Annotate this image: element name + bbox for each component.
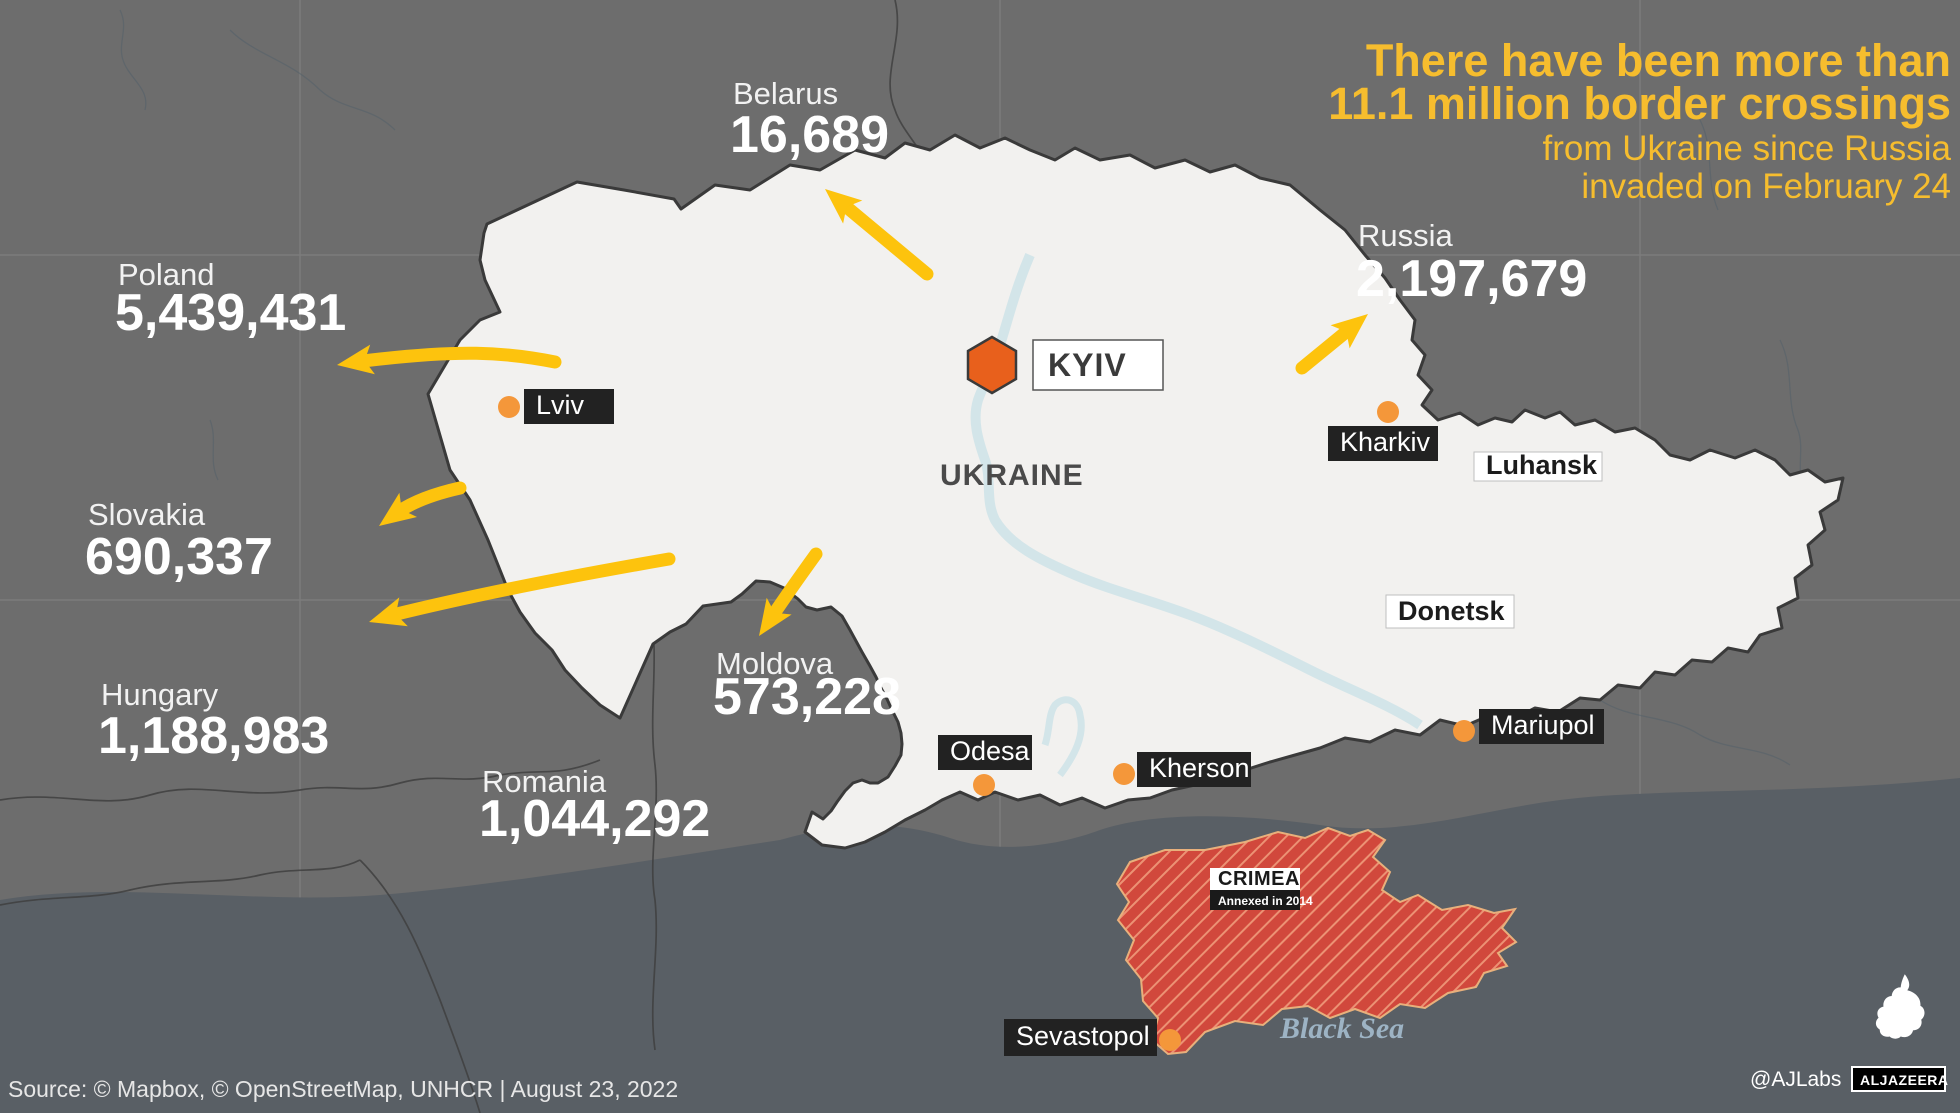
svg-text:Russia: Russia — [1358, 218, 1454, 253]
svg-text:5,439,431: 5,439,431 — [115, 284, 346, 342]
svg-text:Luhansk: Luhansk — [1486, 450, 1598, 480]
svg-text:Source: © Mapbox, © OpenStreet: Source: © Mapbox, © OpenStreetMap, UNHCR… — [8, 1076, 678, 1102]
svg-text:Annexed in 2014: Annexed in 2014 — [1218, 894, 1313, 908]
svg-text:UKRAINE: UKRAINE — [940, 459, 1084, 492]
svg-text:Black Sea: Black Sea — [1279, 1012, 1404, 1045]
svg-text:Sevastopol: Sevastopol — [1016, 1021, 1150, 1051]
svg-text:1,044,292: 1,044,292 — [479, 790, 710, 848]
svg-text:16,689: 16,689 — [730, 106, 889, 164]
svg-text:Kherson: Kherson — [1149, 753, 1250, 783]
svg-text:573,228: 573,228 — [713, 668, 901, 726]
svg-text:Kharkiv: Kharkiv — [1340, 427, 1431, 457]
svg-text:2,197,679: 2,197,679 — [1356, 250, 1587, 308]
svg-text:Lviv: Lviv — [536, 390, 585, 420]
svg-text:Donetsk: Donetsk — [1398, 596, 1506, 626]
svg-text:@AJLabs: @AJLabs — [1750, 1068, 1841, 1091]
svg-text:Mariupol: Mariupol — [1491, 710, 1595, 740]
svg-text:Odesa: Odesa — [950, 736, 1031, 766]
svg-text:CRIMEA: CRIMEA — [1218, 868, 1300, 890]
svg-text:invaded on February 24: invaded on February 24 — [1581, 167, 1951, 206]
svg-text:1,188,983: 1,188,983 — [98, 707, 329, 765]
svg-text:11.1 million border crossings: 11.1 million border crossings — [1328, 78, 1951, 129]
svg-text:ALJAZEERA: ALJAZEERA — [1860, 1072, 1949, 1088]
svg-text:from Ukraine since Russia: from Ukraine since Russia — [1543, 129, 1952, 168]
svg-text:KYIV: KYIV — [1048, 347, 1127, 383]
svg-text:690,337: 690,337 — [85, 528, 273, 586]
svg-text:Slovakia: Slovakia — [88, 497, 206, 532]
